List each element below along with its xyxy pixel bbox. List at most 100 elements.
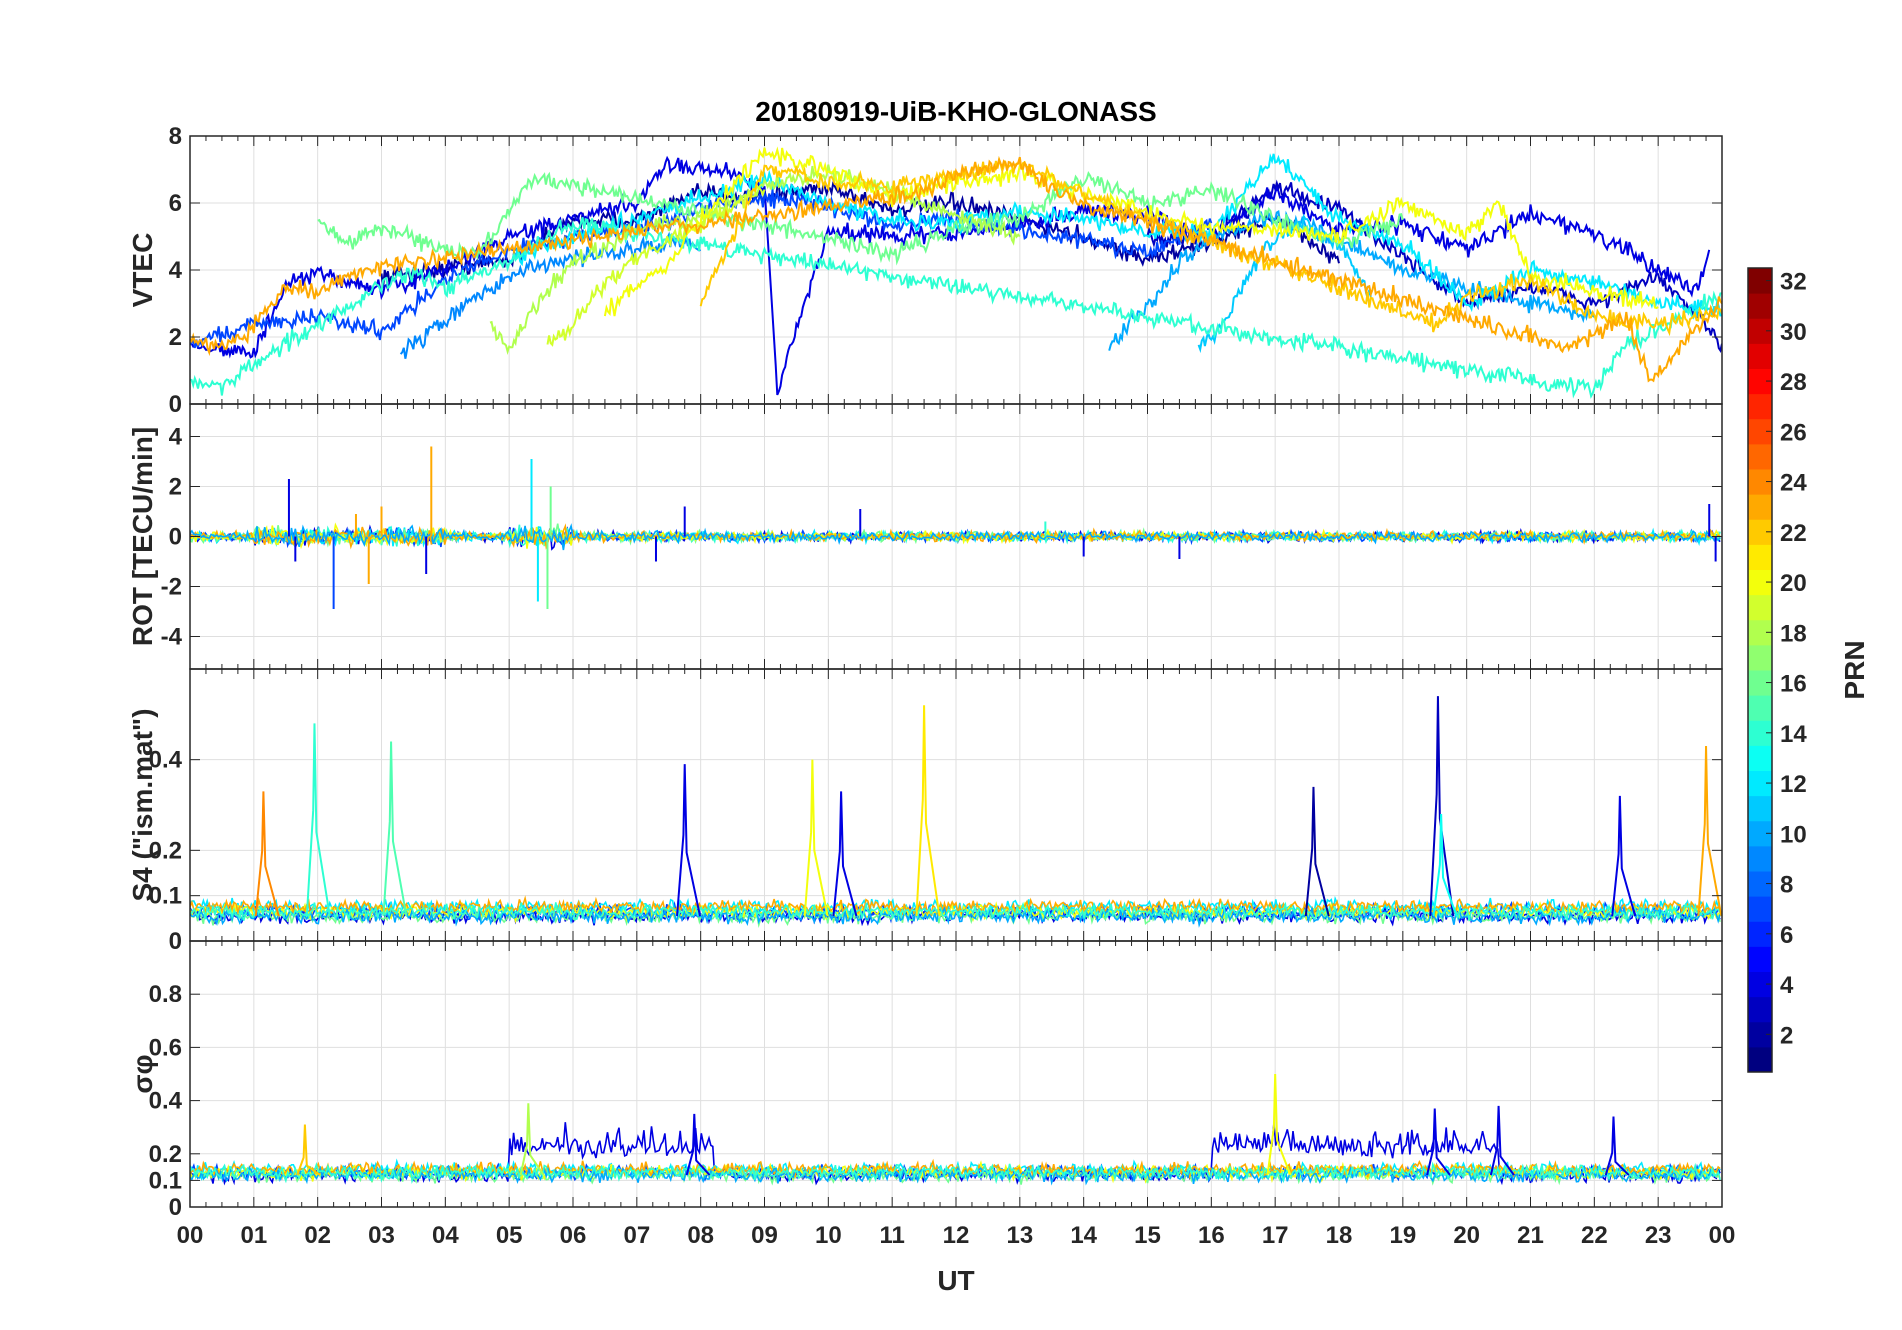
y-tick-label: 4	[169, 424, 183, 451]
peak-prn-23	[1697, 746, 1722, 917]
x-tick-label: 04	[432, 1222, 459, 1249]
series-line-prn-4	[190, 155, 1711, 396]
y-axis-label-rot: ROT [TECU/min]	[127, 427, 158, 646]
y-tick-label: 2	[169, 324, 182, 351]
series-line-prn-23	[190, 156, 1722, 383]
noise-prn-14	[190, 900, 1721, 923]
peak-prn-2	[1304, 786, 1330, 917]
colorbar-tick-label: 4	[1780, 972, 1794, 999]
panel-rot-data	[190, 446, 1721, 609]
x-tick-label: 17	[1262, 1222, 1289, 1249]
y-tick-label: 0.1	[149, 883, 182, 910]
colorbar-tick-label: 24	[1780, 470, 1807, 497]
x-tick-label: 00	[177, 1222, 204, 1249]
x-tick-label: 22	[1581, 1222, 1608, 1249]
x-tick-label: 10	[815, 1222, 842, 1249]
x-tick-label: 02	[304, 1222, 331, 1249]
x-tick-label: 18	[1326, 1222, 1353, 1249]
peak-prn-4	[1489, 1105, 1515, 1176]
colorbar-tick-label: 6	[1780, 922, 1793, 949]
x-tick-label: 20	[1453, 1222, 1480, 1249]
peak-prn-20	[803, 759, 829, 917]
y-tick-label: 6	[169, 190, 182, 217]
x-tick-label: 19	[1389, 1222, 1416, 1249]
y-tick-label: 8	[169, 123, 182, 150]
y-tick-label: 0	[169, 524, 182, 551]
series-line-prn-22	[699, 156, 1722, 337]
colorbar-segment	[1748, 896, 1772, 922]
x-tick-label: 11	[879, 1222, 904, 1249]
y-tick-label: 2	[169, 474, 182, 501]
y-tick-label: 0.6	[149, 1034, 182, 1061]
series-line-prn-10	[1108, 210, 1595, 351]
x-tick-label: 03	[368, 1222, 395, 1249]
colorbar-segment	[1748, 845, 1772, 872]
colorbar-segment	[1748, 293, 1772, 319]
colorbar-segment	[1748, 544, 1772, 570]
y-tick-label: 0.2	[149, 837, 182, 864]
colorbar-tick-label: 12	[1780, 771, 1807, 798]
series-line-prn-3	[1146, 179, 1722, 353]
colorbar-segment	[1748, 494, 1772, 520]
series-line-prn-19	[546, 181, 766, 347]
y-tick-label: 0	[169, 928, 182, 955]
noise-prn-12	[190, 895, 1721, 919]
colorbar-tick-label: 22	[1780, 520, 1807, 547]
x-tick-label: 09	[751, 1222, 778, 1249]
colorbar-segment	[1748, 795, 1772, 822]
peak-prn-18	[519, 1103, 545, 1176]
y-tick-label: 0	[169, 391, 182, 418]
noise-prn-14	[190, 1161, 1721, 1185]
peak-prn-24	[254, 791, 280, 917]
x-tick-label: 14	[1070, 1222, 1097, 1249]
colorbar-segment	[1748, 745, 1772, 771]
colorbar-segment	[1748, 443, 1772, 470]
peak-prn-4	[1611, 795, 1637, 917]
colorbar-segment	[1748, 594, 1772, 621]
y-tick-label: 0.4	[149, 747, 183, 774]
colorbar-segment	[1748, 946, 1772, 972]
peak-prn-13	[1432, 814, 1458, 917]
y-tick-label: 0.2	[149, 1141, 182, 1168]
colorbar-tick-label: 28	[1780, 369, 1807, 396]
y-tick-label: -2	[161, 574, 182, 601]
peak-prn-20	[1266, 1073, 1292, 1176]
x-tick-label: 08	[687, 1222, 714, 1249]
y-tick-label: -4	[161, 624, 183, 651]
colorbar-tick-label: 16	[1780, 671, 1807, 698]
x-axis-label: UT	[937, 1265, 974, 1296]
y-tick-label: 0.1	[149, 1167, 182, 1194]
chart-title: 20180919-UiB-KHO-GLONASS	[755, 96, 1156, 127]
colorbar-tick-label: 14	[1780, 721, 1807, 748]
panel-s4-data	[190, 696, 1722, 929]
series-line-prn-16	[317, 170, 1404, 266]
y-axis-label-vtec: VTEC	[127, 233, 158, 308]
x-tick-label: 23	[1645, 1222, 1672, 1249]
x-tick-label: 15	[1134, 1222, 1161, 1249]
x-tick-label: 16	[1198, 1222, 1225, 1249]
peak-prn-4	[1604, 1116, 1630, 1176]
colorbar-segment	[1748, 996, 1772, 1023]
x-tick-label: 07	[623, 1222, 650, 1249]
panel-vtec-data	[190, 146, 1722, 399]
colorbar-tick-label: 30	[1780, 319, 1807, 346]
y-tick-label: 0.8	[149, 981, 182, 1008]
x-tick-label: 06	[560, 1222, 587, 1249]
colorbar-segment	[1748, 644, 1772, 671]
colorbar-label: PRN	[1839, 640, 1870, 699]
colorbar-tick-label: 32	[1780, 269, 1807, 296]
x-tick-label: 00	[1709, 1222, 1736, 1249]
colorbar-segment	[1748, 695, 1772, 721]
colorbar-segment	[1748, 1046, 1772, 1073]
series-line-prn-14	[190, 217, 1722, 399]
x-tick-label: 13	[1006, 1222, 1033, 1249]
y-axis-label-sigma_phi: σφ	[127, 1054, 158, 1093]
noise-prn-10	[190, 904, 1721, 928]
x-tick-label: 05	[496, 1222, 523, 1249]
y-axis-label-s4: S4 ("ism.mat")	[127, 708, 158, 901]
peak-prn-21	[915, 705, 941, 917]
y-tick-label: 4	[169, 257, 183, 284]
peak-prn-4	[1426, 1108, 1451, 1176]
